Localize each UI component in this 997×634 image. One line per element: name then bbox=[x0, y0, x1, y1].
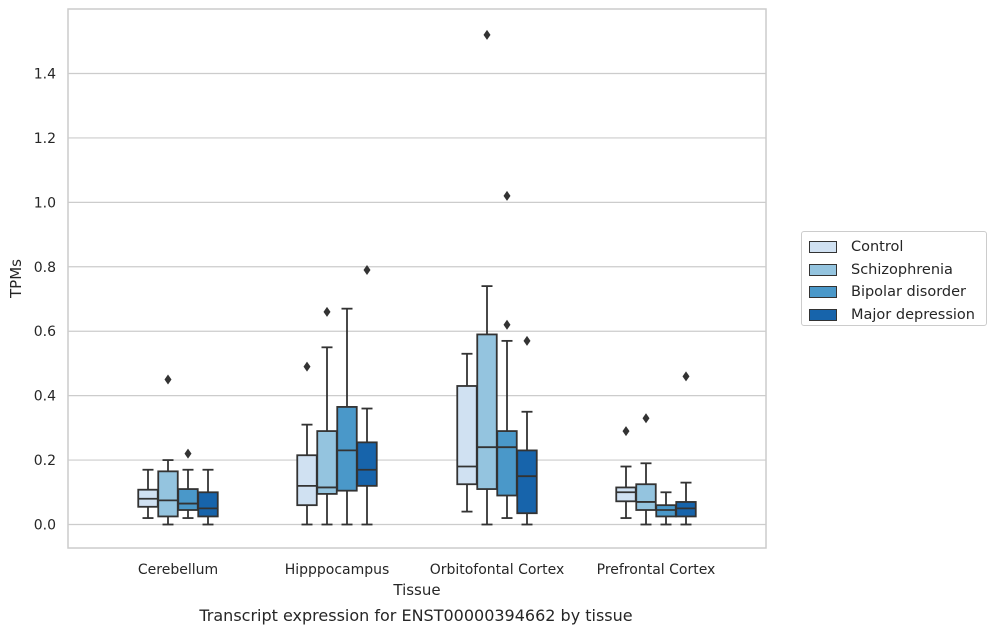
category-group-cerebellum bbox=[137, 374, 219, 526]
box-groups bbox=[137, 29, 697, 526]
y-tick-label: 1.4 bbox=[34, 67, 56, 83]
y-axis-label: TPMs bbox=[7, 259, 25, 299]
legend-item-schizophrenia: Schizophrenia bbox=[809, 259, 986, 282]
x-tick-label: Prefrontal Cortex bbox=[597, 562, 716, 578]
outlier-point bbox=[323, 306, 331, 317]
box-control bbox=[456, 352, 478, 513]
box-major-depression bbox=[675, 371, 697, 526]
iqr-box bbox=[177, 488, 199, 511]
y-tick-label: 0.4 bbox=[34, 389, 56, 405]
box-control bbox=[137, 468, 159, 519]
iqr-box bbox=[157, 470, 179, 518]
outlier-point bbox=[164, 374, 172, 385]
y-tick-label: 0.6 bbox=[34, 324, 56, 340]
y-tick-label: 0.8 bbox=[34, 260, 56, 276]
iqr-box bbox=[496, 430, 518, 497]
legend-label: Major depression bbox=[851, 306, 975, 323]
iqr-box bbox=[336, 406, 358, 492]
box-major-depression bbox=[516, 335, 538, 526]
iqr-box bbox=[635, 483, 657, 511]
box-bipolar-disorder bbox=[336, 307, 358, 526]
legend-label: Control bbox=[851, 239, 904, 256]
legend-label: Bipolar disorder bbox=[851, 284, 966, 301]
outlier-point bbox=[523, 335, 531, 346]
legend-item-control: Control bbox=[809, 236, 986, 259]
x-axis-ticks: Cerebellum Hipppocampus Orbitofontal Corte… bbox=[138, 562, 715, 578]
box-major-depression bbox=[356, 265, 378, 526]
x-axis-label: Tissue bbox=[392, 581, 440, 599]
legend-swatch bbox=[809, 286, 837, 299]
x-tick-label: Cerebellum bbox=[138, 562, 218, 578]
legend-item-major-depression: Major depression bbox=[809, 304, 986, 327]
x-tick-label: Hipppocampus bbox=[285, 562, 390, 578]
iqr-box bbox=[476, 333, 498, 490]
box-bipolar-disorder bbox=[177, 448, 199, 519]
legend-swatch bbox=[809, 263, 837, 276]
iqr-box bbox=[516, 449, 538, 515]
category-group-hipppocampus bbox=[296, 265, 378, 526]
iqr-box bbox=[456, 385, 478, 486]
legend-item-bipolar-disorder: Bipolar disorder bbox=[809, 281, 986, 304]
x-tick-label: Orbitofontal Cortex bbox=[430, 562, 565, 578]
outlier-point bbox=[622, 426, 630, 437]
box-schizophrenia bbox=[476, 29, 498, 526]
iqr-box bbox=[316, 430, 338, 495]
y-tick-label: 0.2 bbox=[34, 453, 56, 469]
iqr-box bbox=[356, 441, 378, 487]
y-tick-label: 1.0 bbox=[34, 195, 56, 211]
iqr-box bbox=[615, 486, 637, 503]
outlier-point bbox=[503, 319, 511, 330]
box-control bbox=[615, 426, 637, 519]
iqr-box bbox=[197, 491, 219, 518]
box-major-depression bbox=[197, 468, 219, 526]
legend-swatch bbox=[809, 308, 837, 321]
box-schizophrenia bbox=[157, 374, 179, 526]
gridlines bbox=[68, 72, 766, 526]
category-group-prefrontal-cortex bbox=[615, 371, 697, 526]
iqr-box bbox=[296, 454, 318, 507]
legend-label: Schizophrenia bbox=[851, 261, 953, 278]
legend-swatch bbox=[809, 241, 837, 254]
outlier-point bbox=[483, 29, 491, 40]
box-bipolar-disorder bbox=[655, 491, 677, 526]
box-control bbox=[296, 361, 318, 526]
box-schizophrenia bbox=[635, 413, 657, 526]
plot-frame bbox=[67, 8, 767, 549]
box-bipolar-disorder bbox=[496, 190, 518, 519]
outlier-point bbox=[363, 265, 371, 276]
category-group-orbitofontal-cortex bbox=[456, 29, 538, 526]
legend: Control Schizophrenia Bipolar disorder Majo… bbox=[801, 231, 987, 326]
outlier-point bbox=[682, 371, 690, 382]
y-tick-label: 1.2 bbox=[34, 131, 56, 147]
chart-caption: Transcript expression for ENST0000039466… bbox=[199, 606, 633, 625]
y-tick-label: 0.0 bbox=[34, 518, 56, 534]
outlier-point bbox=[642, 413, 650, 424]
outlier-point bbox=[303, 361, 311, 372]
outlier-point bbox=[184, 448, 192, 459]
outlier-point bbox=[503, 190, 511, 201]
y-axis-ticks: 0.0 0.2 0.4 0.6 0.8 1.0 1.2 1.4 bbox=[34, 67, 56, 534]
box-schizophrenia bbox=[316, 306, 338, 526]
